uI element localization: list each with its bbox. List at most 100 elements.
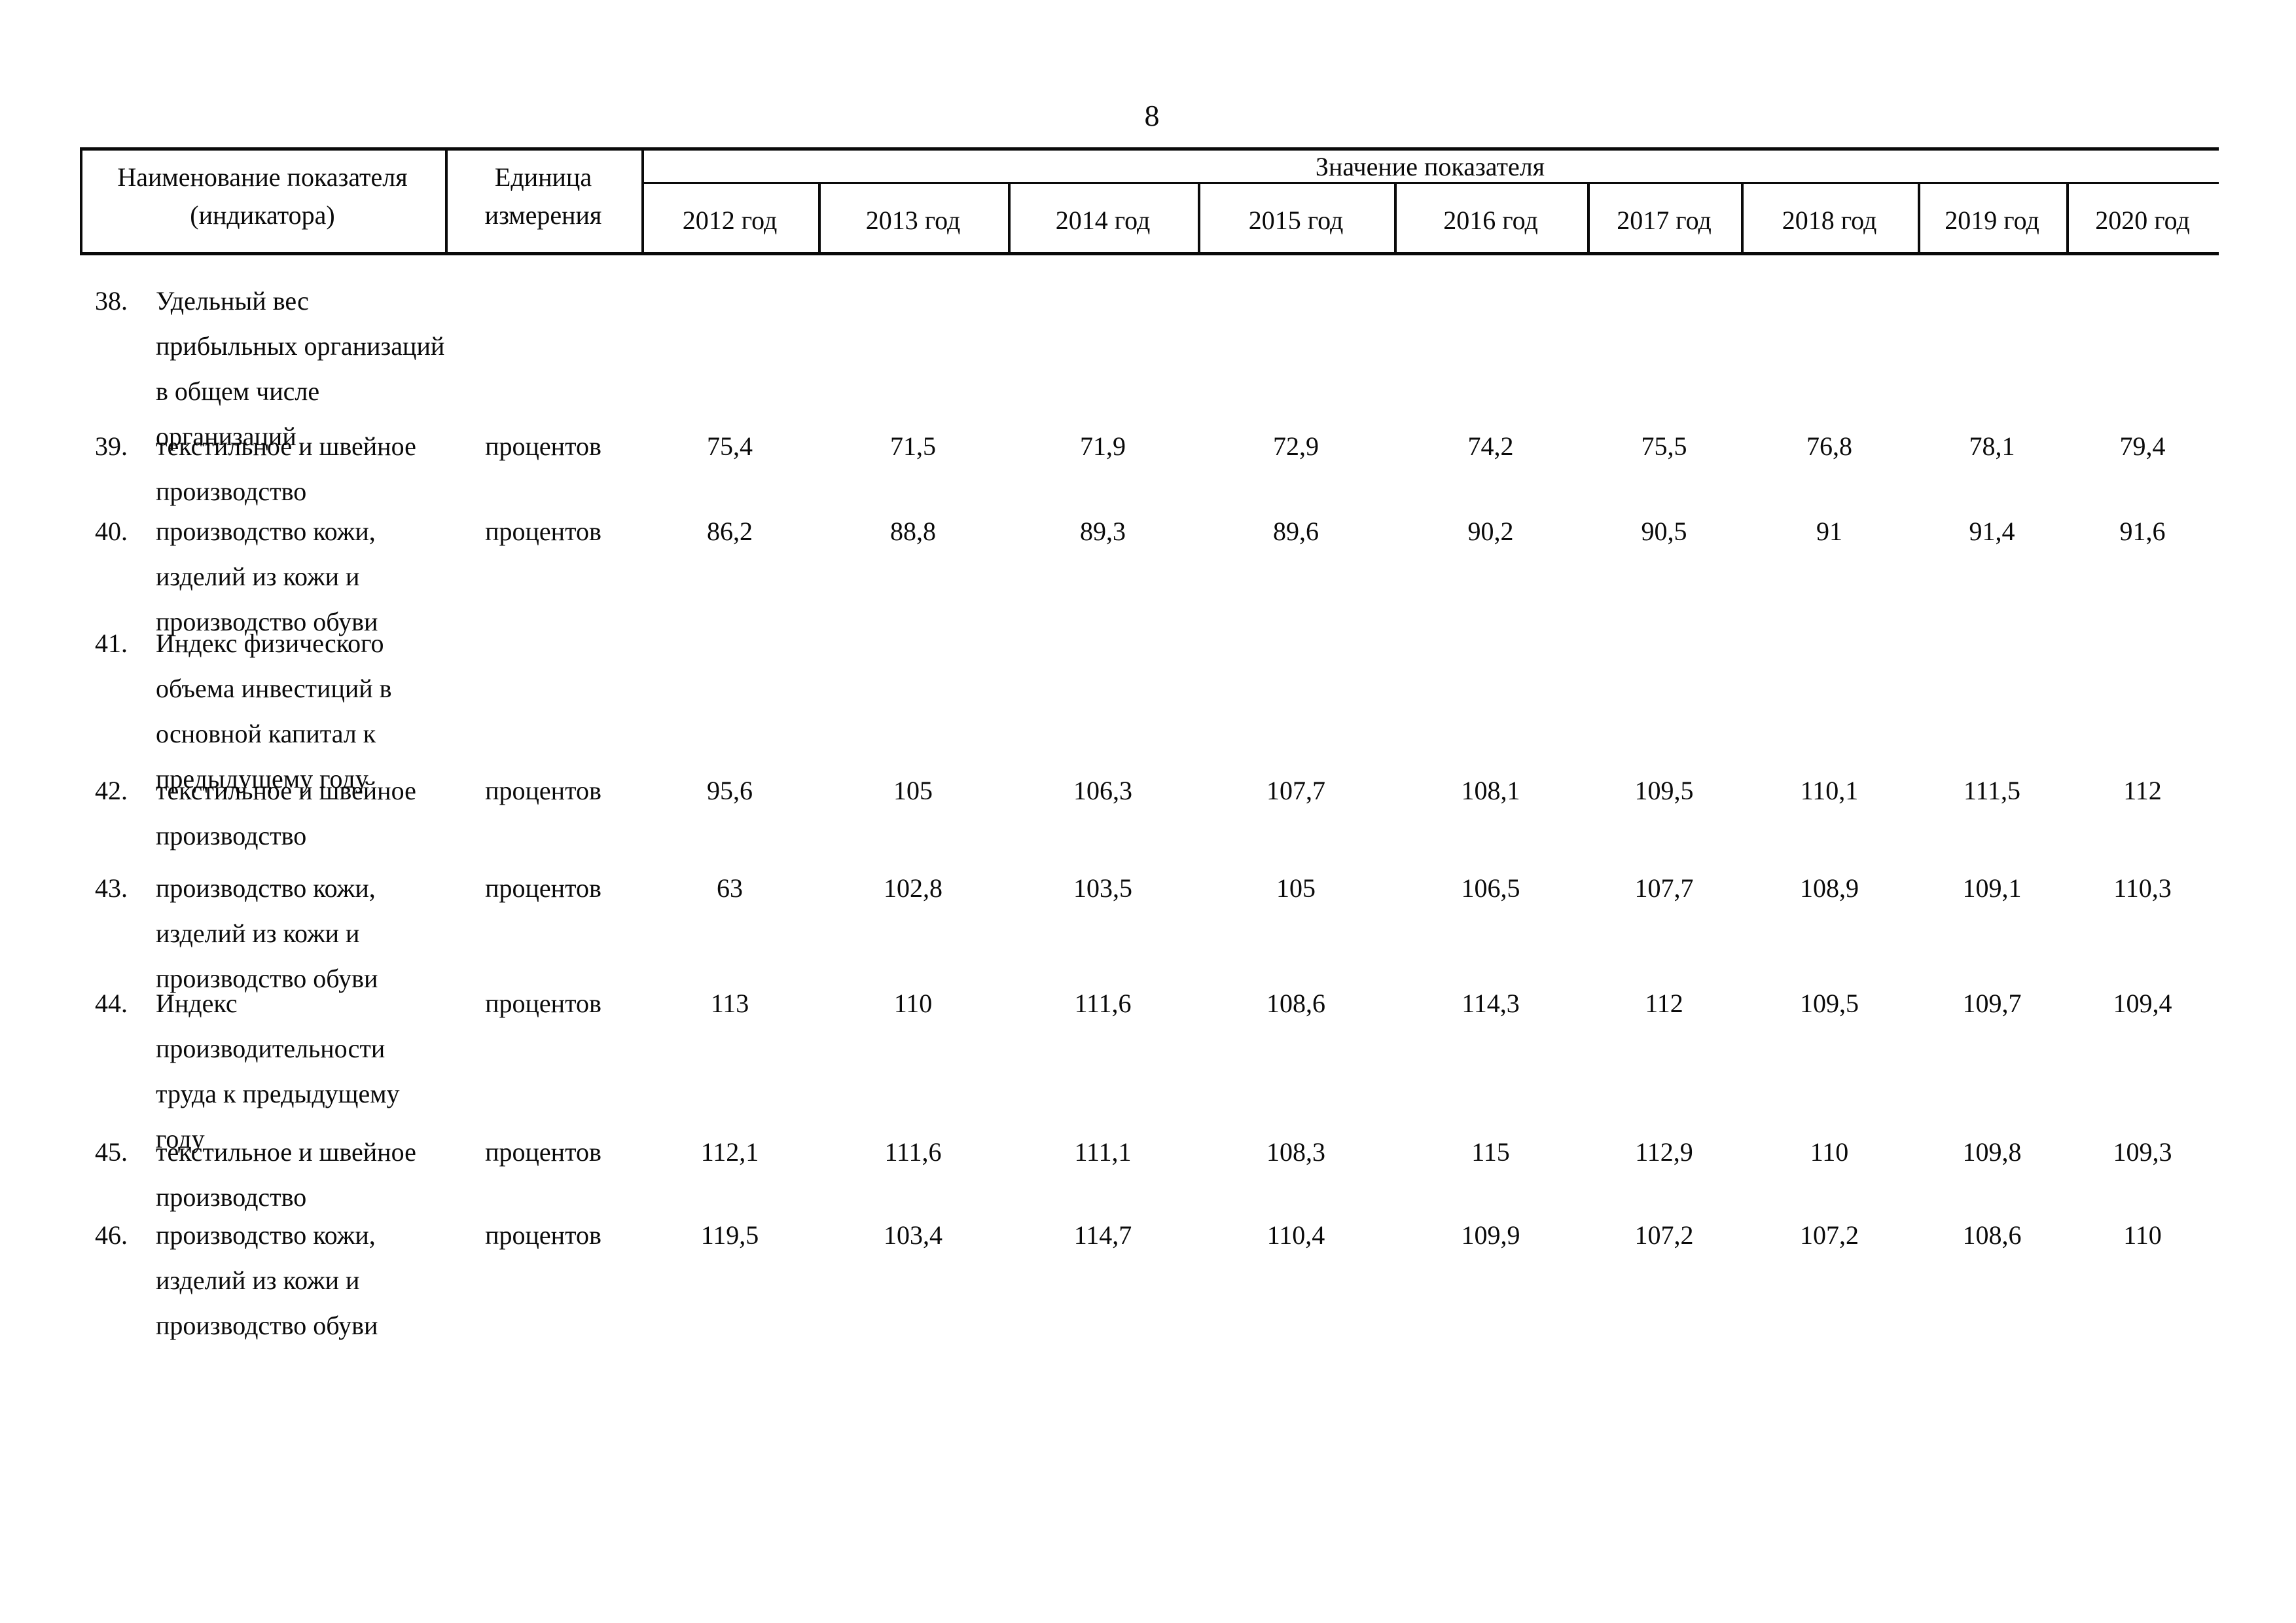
year-column-divider xyxy=(1198,182,1200,255)
row-number: 46. xyxy=(95,1220,128,1250)
unit-header-line2: измерения xyxy=(484,200,602,230)
row-value-2017: 75,5 xyxy=(1641,431,1687,461)
row-value-2013: 111,6 xyxy=(884,1137,942,1167)
row-value-2018: 110 xyxy=(1810,1137,1849,1167)
row-value-2017: 112 xyxy=(1645,989,1683,1018)
row-value-2016: 90,2 xyxy=(1467,517,1514,546)
row-unit: процентов xyxy=(485,776,601,805)
row-indicator-name-line: в общем числе xyxy=(156,376,320,406)
row-indicator-name: производство кожи, изделий из кожи и произ… xyxy=(156,509,450,644)
row-value-2013: 105 xyxy=(893,776,933,805)
indicator-column-header: Наименование показателя (индикатора) xyxy=(80,158,445,234)
row-number: 38. xyxy=(95,286,128,316)
row-indicator-name-line: изделий из кожи и xyxy=(156,1266,360,1295)
row-number: 45. xyxy=(95,1137,128,1167)
row-indicator-name-line: текстильное и швейное xyxy=(156,1137,416,1167)
row-value-2018: 109,5 xyxy=(1800,989,1859,1018)
row-value-2019: 91,4 xyxy=(1969,517,2015,546)
row-value-2018: 76,8 xyxy=(1806,431,1852,461)
row-unit: процентов xyxy=(485,1220,601,1250)
row-indicator-name-line: Удельный вес xyxy=(156,286,309,316)
row-unit: процентов xyxy=(485,1137,601,1167)
row-indicator-name-line: производство кожи, xyxy=(156,1220,376,1250)
row-value-2015: 108,3 xyxy=(1266,1137,1325,1167)
row-number: 41. xyxy=(95,629,128,658)
row-value-2012: 119,5 xyxy=(700,1220,759,1250)
row-value-2014: 111,6 xyxy=(1074,989,1132,1018)
row-value-2015: 72,9 xyxy=(1273,431,1319,461)
row-value-2014: 89,3 xyxy=(1080,517,1126,546)
year-column-divider xyxy=(1008,182,1011,255)
row-value-2016: 74,2 xyxy=(1467,431,1514,461)
row-value-2016: 106,5 xyxy=(1461,873,1520,903)
row-indicator-name-line: Индекс xyxy=(156,989,238,1018)
year-column-divider xyxy=(1918,182,1920,255)
row-value-2012: 113 xyxy=(710,989,749,1018)
row-value-2019: 111,5 xyxy=(1963,776,2021,805)
row-indicator-name: производство кожи, изделий из кожи и произ… xyxy=(156,866,450,1001)
row-unit: процентов xyxy=(485,989,601,1018)
unit-column-header: Единица измерения xyxy=(445,158,641,234)
row-value-2015: 108,6 xyxy=(1266,989,1325,1018)
year-column-divider xyxy=(818,182,821,255)
row-indicator-name-line: текстильное и швейное xyxy=(156,431,416,461)
row-unit: процентов xyxy=(485,517,601,546)
year-header-2015: 2015 год xyxy=(1248,206,1344,235)
row-value-2018: 110,1 xyxy=(1800,776,1859,805)
row-value-2015: 107,7 xyxy=(1266,776,1325,805)
row-value-2020: 110,3 xyxy=(2113,873,2172,903)
year-column-divider xyxy=(1741,182,1744,255)
row-indicator-name: Индекс физического объема инвестиций в осн… xyxy=(156,621,450,801)
row-value-2020: 112 xyxy=(2123,776,2162,805)
row-value-2017: 109,5 xyxy=(1634,776,1694,805)
row-value-2014: 103,5 xyxy=(1073,873,1132,903)
row-value-2014: 106,3 xyxy=(1073,776,1132,805)
row-value-2019: 78,1 xyxy=(1969,431,2015,461)
row-value-2013: 71,5 xyxy=(890,431,936,461)
row-indicator-name: Индекс производительности труда к предыдущ… xyxy=(156,981,450,1161)
row-indicator-name-line: изделий из кожи и xyxy=(156,919,360,948)
indicator-header-line2: (индикатора) xyxy=(190,200,335,230)
value-group-header: Значение показателя xyxy=(1315,152,1545,181)
row-indicator-name-line: текстильное и швейное xyxy=(156,776,416,805)
row-value-2014: 71,9 xyxy=(1080,431,1126,461)
row-number: 39. xyxy=(95,431,128,461)
table-header-bottom-border xyxy=(80,252,2219,255)
row-value-2016: 109,9 xyxy=(1461,1220,1520,1250)
row-value-2019: 108,6 xyxy=(1962,1220,2022,1250)
row-value-2016: 108,1 xyxy=(1461,776,1520,805)
row-value-2012: 63 xyxy=(717,873,743,903)
row-value-2019: 109,7 xyxy=(1962,989,2022,1018)
value-group-underline xyxy=(641,182,2219,184)
row-value-2012: 112,1 xyxy=(700,1137,759,1167)
row-indicator-name-line: прибыльных организаций xyxy=(156,331,445,361)
row-indicator-name: Удельный вес прибыльных организаций в обще… xyxy=(156,278,450,459)
row-indicator-name-line: производство обуви xyxy=(156,1311,378,1340)
year-header-2020: 2020 год xyxy=(2095,206,2190,235)
row-value-2015: 105 xyxy=(1276,873,1316,903)
year-column-divider xyxy=(1394,182,1397,255)
row-indicator-name-line: Индекс физического xyxy=(156,629,384,658)
row-value-2013: 102,8 xyxy=(884,873,942,903)
row-value-2017: 107,2 xyxy=(1634,1220,1694,1250)
row-value-2012: 95,6 xyxy=(707,776,753,805)
year-header-2013: 2013 год xyxy=(865,206,961,235)
year-column-divider xyxy=(1587,182,1590,255)
year-header-2018: 2018 год xyxy=(1782,206,1877,235)
year-header-2019: 2019 год xyxy=(1945,206,2039,235)
row-indicator-name-line: основной капитал к xyxy=(156,719,376,748)
table-top-border xyxy=(80,147,2219,151)
row-value-2013: 110 xyxy=(893,989,933,1018)
row-value-2019: 109,8 xyxy=(1962,1137,2022,1167)
row-indicator-name-line: производство кожи, xyxy=(156,873,376,903)
row-indicator-name-line: производительности xyxy=(156,1034,386,1063)
row-indicator-name: текстильное и швейное производство xyxy=(156,768,450,858)
unit-header-line1: Единица xyxy=(494,162,592,192)
row-indicator-name-line: изделий из кожи и xyxy=(156,562,360,591)
page-number: 8 xyxy=(1144,99,1160,132)
row-value-2020: 109,3 xyxy=(2113,1137,2172,1167)
divider-indicator-unit xyxy=(445,147,448,255)
row-unit: процентов xyxy=(485,873,601,903)
row-value-2018: 107,2 xyxy=(1800,1220,1859,1250)
